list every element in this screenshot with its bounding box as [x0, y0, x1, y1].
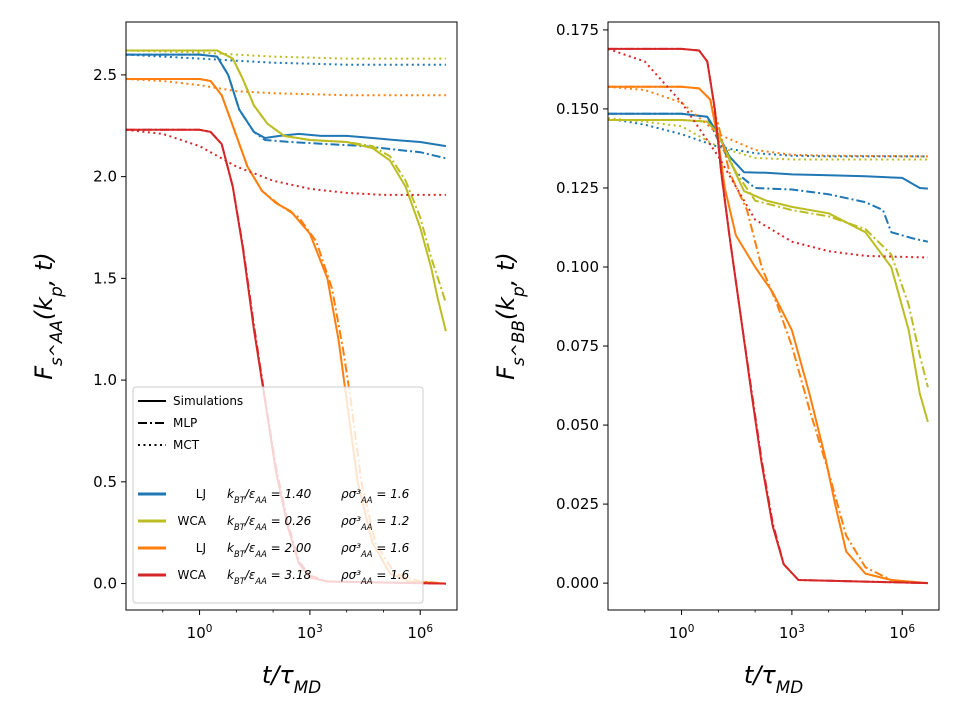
legend-system-density: ρσ³AA = 1.6 [341, 487, 410, 505]
x-tick-label: 106 [407, 623, 433, 642]
legend-style-label: MCT [173, 438, 200, 452]
y-axis-label: Fs^AA(kp, t) [30, 252, 66, 380]
legend-box [132, 386, 424, 604]
series-line-8 [126, 78, 446, 97]
legend-system-density: ρσ³AA = 1.6 [341, 541, 410, 559]
x-tick-label: 106 [889, 623, 915, 642]
series-line-3 [608, 119, 929, 423]
series-line-4 [126, 49, 447, 304]
y-tick-label: 2.0 [93, 168, 117, 186]
legend-system-model: LJ [196, 487, 206, 501]
series-line-4 [608, 119, 929, 388]
y-tick-label: 0.025 [556, 495, 599, 513]
x-axis-label: t/τMD [262, 661, 321, 697]
y-tick-label: 0.050 [556, 416, 599, 434]
series-line-0 [608, 112, 928, 190]
legend-style-label: MLP [173, 416, 197, 430]
series-line-5 [608, 117, 928, 161]
legend-system-model: LJ [196, 541, 206, 555]
series-line-6 [608, 85, 928, 585]
series-line-2 [608, 117, 928, 158]
x-tick-label: 103 [779, 623, 805, 642]
legend-system-temp: kBT/εAA = 0.26 [227, 514, 312, 532]
y-tick-label: 0.075 [556, 337, 599, 355]
series-line-9 [608, 47, 928, 585]
legend-system-model: WCA [178, 514, 207, 528]
x-axis-label: t/τMD [744, 661, 803, 697]
y-tick-label: 0.150 [556, 100, 599, 118]
legend-system-model: WCA [178, 568, 207, 582]
series-group [608, 47, 929, 585]
series-line-1 [126, 53, 447, 160]
series-line-5 [126, 49, 446, 60]
y-axis-label: Fs^BB(kp, t) [492, 252, 528, 380]
y-tick-label: 1.0 [93, 371, 117, 389]
y-tick-label: 0.000 [556, 574, 599, 592]
series-line-11 [126, 128, 446, 196]
y-tick-label: 2.5 [93, 66, 117, 84]
x-tick-label: 100 [187, 623, 213, 642]
legend-system-temp: kBT/εAA = 3.18 [227, 568, 312, 586]
legend-system-density: ρσ³AA = 1.6 [341, 568, 410, 586]
legend-system-density: ρσ³AA = 1.2 [341, 514, 409, 532]
series-line-2 [126, 53, 446, 66]
series-line-10 [608, 47, 928, 585]
panel-right: 100 103 106 0.000 0.025 0.050 0.075 0.100 0.125 0… [492, 21, 940, 697]
series-line-8 [608, 85, 928, 158]
y-tick-label: 0.125 [556, 179, 599, 197]
y-tick-label: 0.175 [556, 21, 599, 39]
axes-frame [125, 21, 458, 611]
y-tick-label: 0.100 [556, 258, 599, 276]
x-tick-label: 100 [669, 623, 695, 642]
legend: Simulations MLP MCT LJ kBT/εAA = 1.40 ρσ³AA =… [132, 386, 424, 604]
series-line-11 [608, 47, 928, 259]
y-tick-label: 0.0 [93, 575, 117, 593]
legend-system-temp: kBT/εAA = 1.40 [227, 487, 312, 505]
y-tick-label: 1.5 [93, 269, 117, 287]
y-tick-label: 0.5 [93, 473, 117, 491]
axes-frame [607, 21, 940, 611]
x-tick-label: 103 [297, 623, 323, 642]
legend-system-temp: kBT/εAA = 2.00 [227, 541, 312, 559]
series-line-7 [608, 85, 928, 585]
series-line-1 [608, 112, 929, 243]
panel-left: 100 103 106 0.0 0.5 1.0 1.5 2.0 2.5 t/τMD Fs^AA(kp… [30, 21, 458, 697]
legend-style-label: Simulations [173, 394, 243, 408]
series-line-0 [126, 53, 447, 148]
